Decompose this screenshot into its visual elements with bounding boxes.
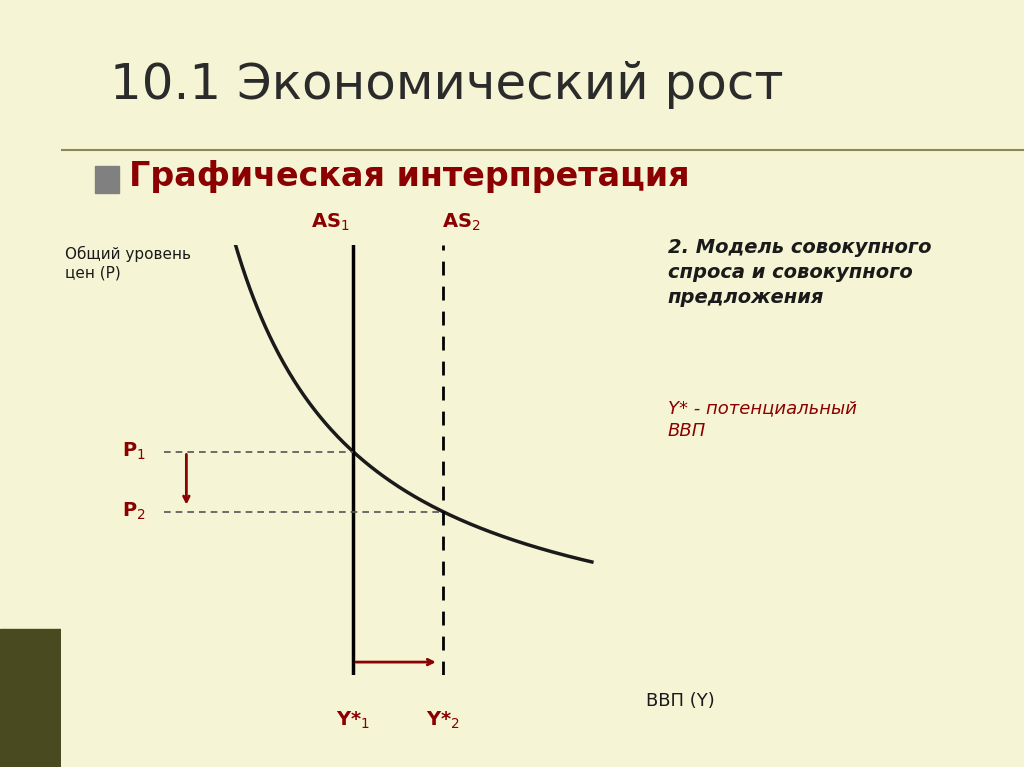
Text: AS$_1$: AS$_1$ [311,211,350,232]
Text: ВВП (Y): ВВП (Y) [646,692,715,709]
Bar [0,629,61,767]
Bar [95,166,119,193]
Text: Графическая интерпретация: Графическая интерпретация [129,160,689,193]
Text: AS$_2$: AS$_2$ [442,211,480,232]
Text: 2. Модель совокупного
спроса и совокупного
предложения: 2. Модель совокупного спроса и совокупно… [668,238,932,307]
Text: P$_2$: P$_2$ [122,501,145,522]
Text: Y*$_2$: Y*$_2$ [426,709,460,731]
Text: P$_1$: P$_1$ [122,441,145,463]
Text: Общий уровень
цен (P): Общий уровень цен (P) [65,245,190,280]
Text: Y*$_1$: Y*$_1$ [336,709,370,731]
Text: 10.1 Экономический рост: 10.1 Экономический рост [110,61,783,110]
Text: Y* - потенциальный
ВВП: Y* - потенциальный ВВП [668,399,857,440]
